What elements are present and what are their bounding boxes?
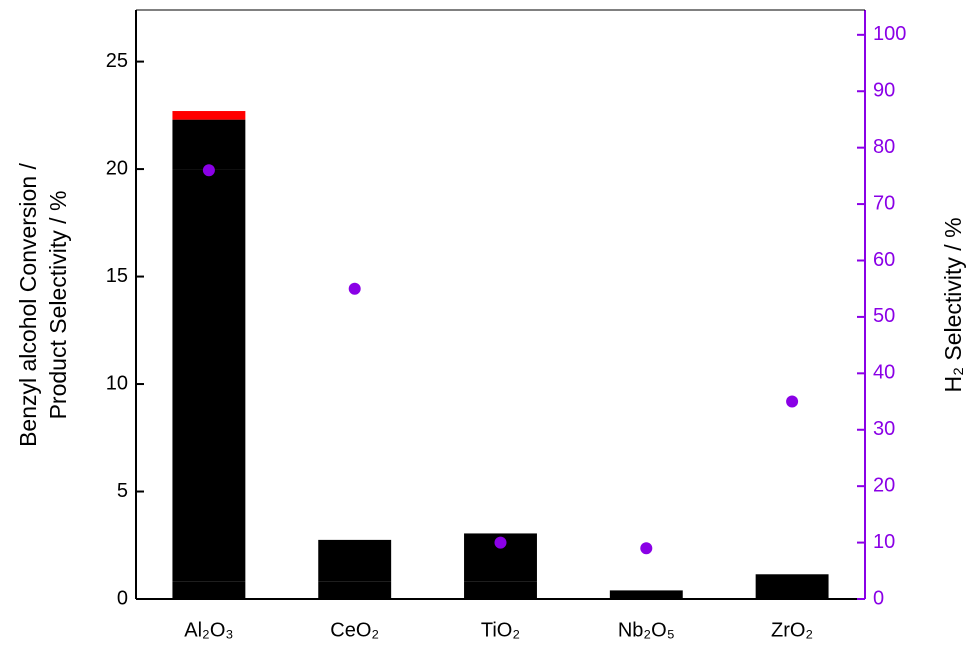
y2-tick-label: 0 xyxy=(873,587,884,609)
y-tick-label: 5 xyxy=(117,480,128,502)
y2-tick-label: 50 xyxy=(873,305,895,327)
y2-tick-label: 40 xyxy=(873,362,895,384)
y2-tick-label: 80 xyxy=(873,136,895,158)
y-axis-label: Benzyl alcohol Conversion / xyxy=(15,162,41,446)
x-tick-label: CeO₂ xyxy=(330,619,379,641)
y2-tick-label: 70 xyxy=(873,192,895,214)
bar-segment xyxy=(318,539,392,582)
bar-segment xyxy=(172,169,246,582)
y2-axis-label: H₂ Selectivity / % xyxy=(940,217,966,392)
y2-tick-label: 90 xyxy=(873,80,895,102)
scatter-point xyxy=(640,542,653,555)
bar-segment xyxy=(172,581,246,599)
y-tick-label: 15 xyxy=(106,265,128,287)
scatter-point xyxy=(786,395,799,408)
y-tick-label: 20 xyxy=(106,157,128,179)
bar-segment xyxy=(172,111,246,120)
bar-segment xyxy=(318,581,392,599)
scatter-point xyxy=(348,282,361,295)
y-tick-label: 10 xyxy=(106,372,128,394)
y2-tick-label: 30 xyxy=(873,418,895,440)
x-tick-label: TiO₂ xyxy=(481,619,520,641)
y2-tick-label: 10 xyxy=(873,531,895,553)
x-tick-label: Al₂O₃ xyxy=(184,619,233,641)
x-tick-label: ZrO₂ xyxy=(771,619,813,641)
y-axis-label: Product Selectivity / % xyxy=(45,191,71,420)
y2-tick-label: 60 xyxy=(873,249,895,271)
bar-segment xyxy=(172,119,246,170)
x-tick-label: Nb₂O₅ xyxy=(618,619,675,641)
y-tick-label: 25 xyxy=(106,50,128,72)
y2-tick-label: 100 xyxy=(873,23,906,45)
y-tick-label: 0 xyxy=(117,587,128,609)
scatter-point xyxy=(202,164,215,177)
scatter-point xyxy=(494,536,507,549)
bar-segment xyxy=(464,581,537,599)
y2-tick-label: 20 xyxy=(873,474,895,496)
